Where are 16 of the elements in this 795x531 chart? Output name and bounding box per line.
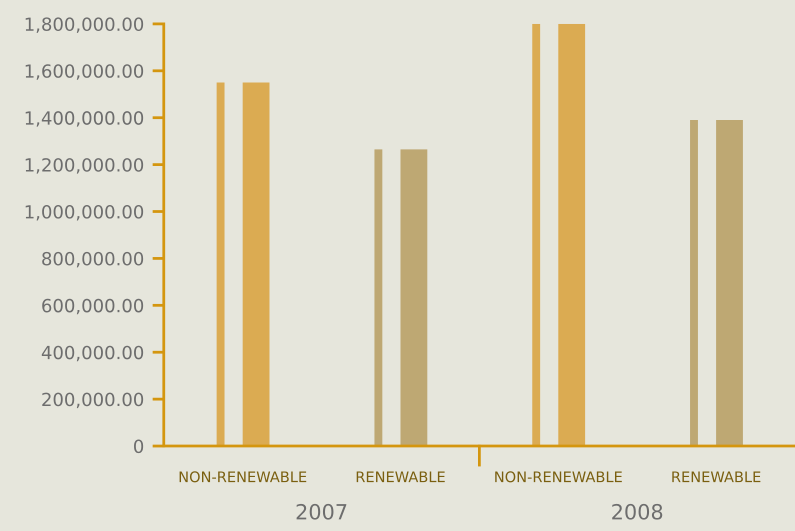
x-tick-label: NON-RENEWABLE [180,471,306,482]
y-tick-label: 1,800,000.00 [26,17,144,33]
y-tick-label: 1,400,000.00 [26,111,144,127]
x-tick-label: NON-RENEWABLE [495,471,622,482]
y-tick-label: 1,000,000.00 [26,204,144,220]
x-tick-label: RENEWABLE [356,471,445,482]
y-tick-label: 800,000.00 [42,252,144,268]
text: 2008 [612,504,662,520]
y-tick-label: 600,000.00 [42,298,144,314]
y-tick-label: 1,200,000.00 [26,158,144,174]
x-tick-label: RENEWABLE [672,471,760,482]
y-tick-label: 1,600,000.00 [26,64,144,80]
text: 2007 [296,504,346,520]
y-tick-label: 0 [134,440,144,454]
y-tick-label: 200,000.00 [42,392,144,408]
y-tick-label: 400,000.00 [42,346,144,362]
